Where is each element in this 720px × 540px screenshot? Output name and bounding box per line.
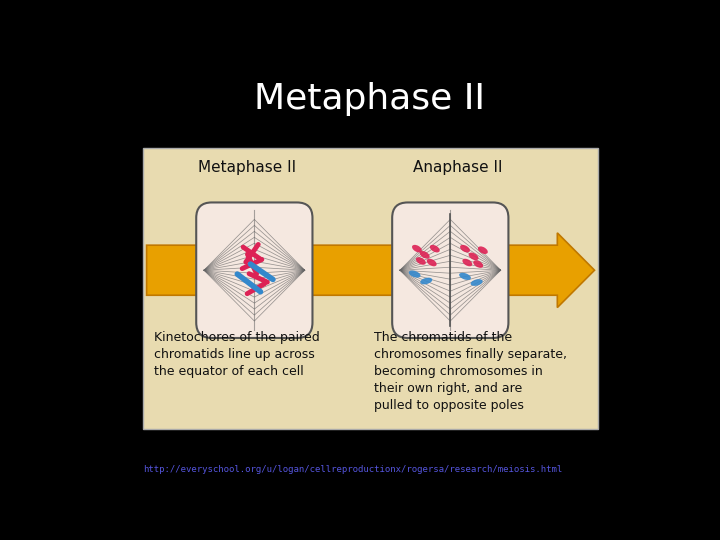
Text: Metaphase II: Metaphase II [197, 160, 296, 176]
Ellipse shape [412, 245, 422, 252]
Ellipse shape [469, 253, 479, 260]
Ellipse shape [409, 271, 420, 278]
FancyBboxPatch shape [392, 202, 508, 338]
Ellipse shape [462, 259, 472, 266]
Text: The chromatids of the
chromosomes finally separate,
becoming chromosomes in
thei: The chromatids of the chromosomes finall… [374, 330, 567, 411]
Ellipse shape [460, 245, 470, 252]
Ellipse shape [471, 279, 482, 286]
Ellipse shape [459, 273, 471, 280]
Ellipse shape [430, 245, 440, 252]
FancyBboxPatch shape [197, 202, 312, 338]
FancyBboxPatch shape [143, 148, 598, 429]
Ellipse shape [427, 259, 436, 266]
Text: Kinetochores of the paired
chromatids line up across
the equator of each cell: Kinetochores of the paired chromatids li… [153, 330, 319, 377]
Ellipse shape [473, 260, 483, 268]
Text: Anaphase II: Anaphase II [413, 160, 503, 176]
Ellipse shape [420, 278, 432, 285]
Ellipse shape [416, 257, 426, 265]
Text: Metaphase II: Metaphase II [253, 82, 485, 116]
Polygon shape [147, 233, 595, 308]
Text: http://everyschool.org/u/logan/cellreproductionx/rogersa/research/meiosis.html: http://everyschool.org/u/logan/cellrepro… [143, 465, 562, 474]
Ellipse shape [420, 251, 430, 259]
Ellipse shape [478, 246, 487, 254]
